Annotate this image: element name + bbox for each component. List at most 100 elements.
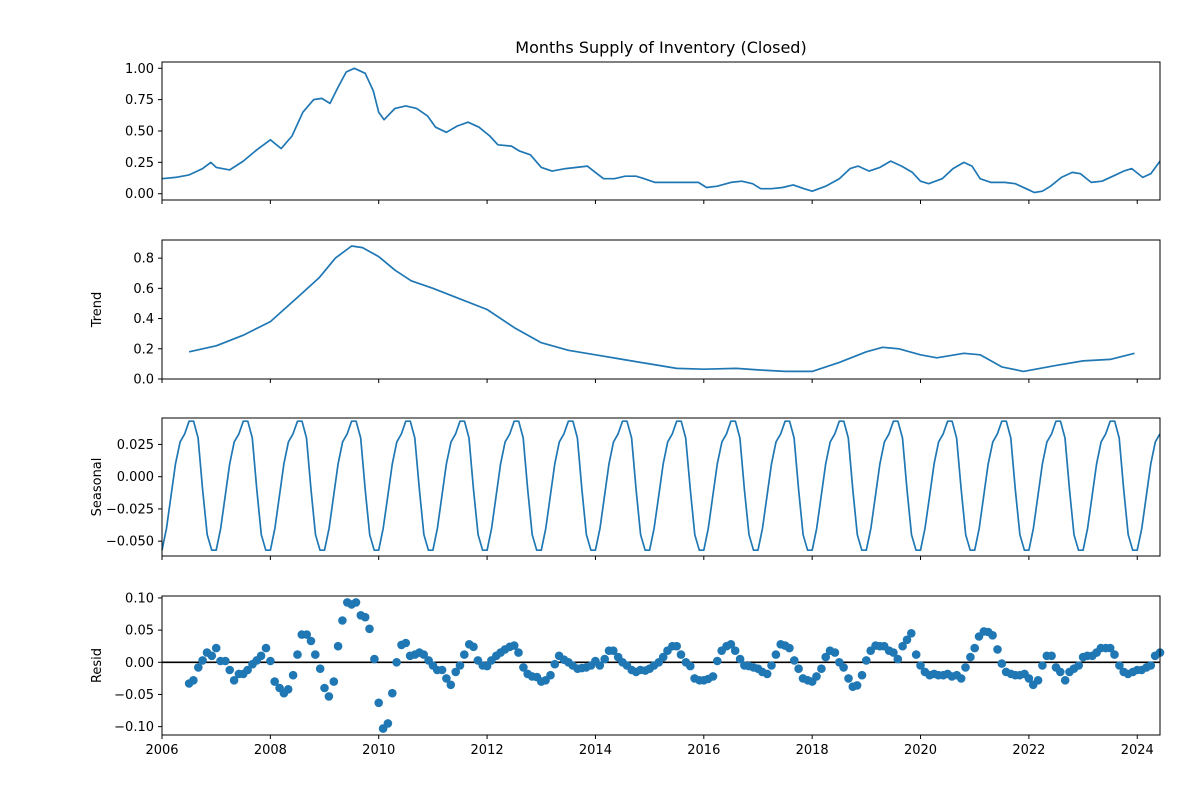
resid-point <box>194 663 203 672</box>
resid-point <box>817 664 826 673</box>
resid-point <box>844 674 853 683</box>
chart-title: Months Supply of Inventory (Closed) <box>515 38 806 57</box>
y-tick-label: 0.75 <box>125 93 154 108</box>
y-tick-label: 0.4 <box>133 312 154 327</box>
resid-point <box>329 677 339 686</box>
y-tick-label: −0.10 <box>114 720 154 735</box>
resid-point <box>243 665 252 675</box>
resid-point <box>302 630 312 639</box>
resid-point <box>338 616 347 625</box>
y-tick-label: 0.025 <box>117 438 154 453</box>
axes-frame <box>161 239 1161 380</box>
resid-point <box>600 654 609 664</box>
resid-point <box>306 636 316 646</box>
resid-point <box>320 683 329 693</box>
resid-point <box>830 648 840 657</box>
resid-point <box>1033 676 1043 685</box>
resid-point <box>419 650 429 659</box>
y-tick-label: 0.0 <box>133 373 154 388</box>
resid-point <box>713 656 722 666</box>
y-tick-label: −0.05 <box>114 688 154 703</box>
axes-frame <box>161 595 1161 736</box>
resid-point <box>256 651 266 661</box>
resid-point <box>771 650 781 659</box>
resid-point <box>916 661 925 670</box>
resid-point <box>762 669 772 679</box>
resid-point <box>370 654 379 664</box>
resid-point <box>519 663 528 672</box>
resid-point <box>961 663 970 672</box>
resid-point <box>311 650 320 659</box>
y-tick-label: 1.00 <box>125 62 154 77</box>
resid-point <box>509 641 519 650</box>
resid-point <box>401 638 411 648</box>
resid-point <box>1146 661 1156 670</box>
resid-point <box>956 674 966 683</box>
resid-point <box>1115 661 1124 670</box>
resid-point <box>1047 651 1056 661</box>
x-tick-label: 2018 <box>796 743 829 758</box>
x-tick-label: 2014 <box>579 743 612 758</box>
resid-point <box>785 643 794 653</box>
resid-point <box>270 677 280 686</box>
y-tick-label: 0.50 <box>125 125 154 140</box>
resid-point <box>455 661 465 670</box>
resid-point <box>324 692 334 701</box>
resid-point <box>1038 661 1047 670</box>
resid-point <box>1105 643 1115 653</box>
x-tick-label: 2020 <box>904 743 937 758</box>
resid-point <box>993 645 1002 654</box>
resid-point <box>266 656 275 666</box>
resid-point <box>672 641 681 651</box>
resid-point <box>821 652 830 662</box>
resid-point <box>898 641 907 651</box>
resid-point <box>893 654 903 664</box>
resid-point <box>790 656 799 665</box>
resid-point <box>225 665 234 675</box>
resid-point <box>446 680 456 690</box>
resid-point <box>767 661 776 670</box>
resid-point <box>383 719 393 728</box>
y-tick-label: −0.025 <box>106 502 154 517</box>
y-tick-label: 0.000 <box>117 470 154 485</box>
y-axis-label: Resid <box>90 648 105 683</box>
resid-point <box>283 685 293 694</box>
series-line <box>161 420 1161 552</box>
resid-point <box>708 672 718 681</box>
y-axis-label: Seasonal <box>90 458 105 517</box>
resid-point <box>451 667 461 677</box>
resid-point <box>392 658 401 667</box>
resid-point <box>730 646 740 655</box>
y-tick-label: −0.050 <box>106 535 154 550</box>
resid-point <box>1024 674 1034 683</box>
x-tick-label: 2024 <box>1121 743 1154 758</box>
resid-point <box>442 674 451 683</box>
resid-point <box>676 650 686 659</box>
resid-point <box>726 640 736 649</box>
resid-point <box>351 598 361 607</box>
resid-point <box>902 635 912 645</box>
resid-point <box>460 650 469 659</box>
resid-point <box>550 659 560 669</box>
resid-point <box>514 648 523 657</box>
x-tick-label: 2006 <box>145 743 178 758</box>
resid-point <box>207 651 217 661</box>
resid-point <box>857 670 867 680</box>
resid-point <box>333 641 343 651</box>
y-tick-label: 0.00 <box>125 187 154 202</box>
y-tick-label: 0.6 <box>133 282 154 297</box>
resid-point <box>812 672 821 681</box>
resid-point <box>852 681 862 690</box>
y-axis-label: Trend <box>90 292 105 329</box>
resid-point <box>374 698 384 708</box>
axes-frame <box>161 417 1161 557</box>
resid-point <box>546 670 555 680</box>
series-line <box>161 67 1161 194</box>
resid-point <box>997 659 1007 668</box>
resid-point <box>794 664 803 673</box>
resid-point <box>221 656 230 666</box>
x-tick-label: 2022 <box>1012 743 1045 758</box>
y-tick-label: 0.2 <box>133 342 154 357</box>
resid-point <box>862 656 871 665</box>
